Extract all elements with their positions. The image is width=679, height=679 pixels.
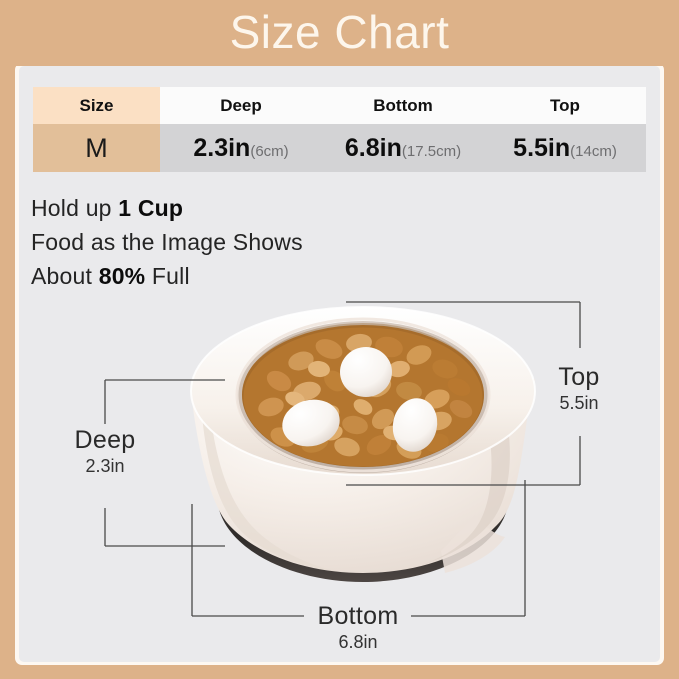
cell-top-value: 5.5in(14cm) — [484, 124, 646, 172]
description-line-1-emphasis: 1 Cup — [118, 195, 184, 221]
dimension-label-bottom-name: Bottom — [317, 602, 399, 630]
obstacle-right — [392, 398, 438, 452]
column-header-deep: Deep — [160, 87, 322, 124]
deep-inches: 2.3in — [193, 133, 251, 162]
table-row: M 2.3in(6cm) 6.8in(17.5cm) 5.5in(14cm) — [33, 124, 646, 172]
description-line-3-emphasis: 80% — [98, 263, 146, 289]
dimension-label-top: Top 5.5in — [519, 363, 639, 415]
top-centimeters: (14cm) — [570, 142, 617, 160]
slow-feeder-obstacles — [282, 347, 438, 452]
dimension-label-deep-name: Deep — [74, 426, 136, 454]
page-title: Size Chart — [229, 6, 450, 58]
description-line-1: Hold up 1 Cup — [31, 191, 303, 225]
dimension-label-deep: Deep 2.3in — [45, 426, 165, 478]
bottom-inches: 6.8in — [344, 133, 402, 162]
description-line-3-suffix: Full — [145, 263, 190, 289]
description-line-3-prefix: About — [31, 263, 99, 289]
dog-bowl-product-image — [183, 299, 543, 599]
title-band: Size Chart — [0, 0, 679, 66]
column-header-top: Top — [484, 87, 646, 124]
obstacle-left — [282, 399, 340, 447]
table-header-row: Size Deep Bottom Top — [33, 87, 646, 124]
column-header-size: Size — [33, 87, 160, 124]
cell-bottom-value: 6.8in(17.5cm) — [322, 124, 484, 172]
top-inches: 5.5in — [513, 133, 571, 162]
size-table: Size Deep Bottom Top M 2.3in(6cm) 6.8in(… — [33, 87, 646, 172]
obstacle-top — [340, 347, 392, 397]
bottom-centimeters: (17.5cm) — [401, 142, 462, 160]
description-line-3: About 80% Full — [31, 259, 303, 293]
dimension-label-top-name: Top — [558, 363, 600, 391]
description-block: Hold up 1 Cup Food as the Image Shows Ab… — [31, 191, 303, 293]
dimension-label-deep-value: 2.3in — [85, 456, 125, 476]
dimension-label-top-value: 5.5in — [559, 393, 599, 413]
deep-centimeters: (6cm) — [250, 142, 289, 160]
content-panel: Size Deep Bottom Top M 2.3in(6cm) 6.8in(… — [19, 66, 660, 662]
description-line-1-prefix: Hold up — [31, 195, 119, 221]
column-header-bottom: Bottom — [322, 87, 484, 124]
dimension-label-bottom: Bottom 6.8in — [298, 602, 418, 654]
cell-size-value: M — [33, 124, 160, 172]
dog-bowl-illustration — [190, 306, 536, 582]
description-line-2: Food as the Image Shows — [31, 229, 303, 255]
dimension-label-bottom-value: 6.8in — [338, 632, 378, 652]
cell-deep-value: 2.3in(6cm) — [160, 124, 322, 172]
